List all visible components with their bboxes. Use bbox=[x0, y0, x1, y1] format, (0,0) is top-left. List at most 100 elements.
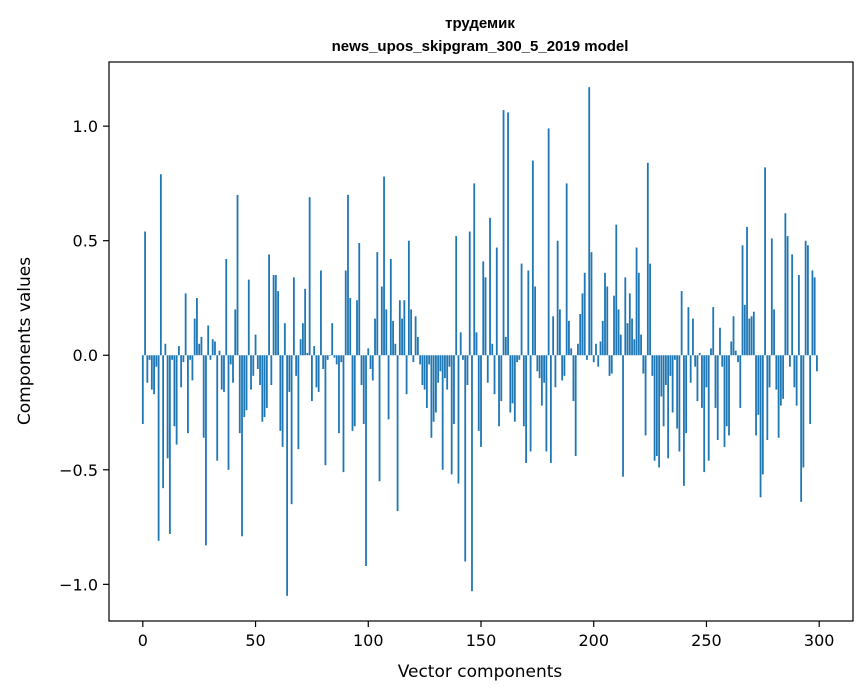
bar bbox=[606, 286, 609, 356]
bar bbox=[538, 355, 541, 379]
bar bbox=[495, 247, 498, 356]
bar bbox=[342, 355, 345, 473]
bar bbox=[410, 309, 413, 356]
bar bbox=[651, 355, 654, 376]
bar bbox=[466, 355, 469, 386]
bar bbox=[234, 309, 237, 356]
bar bbox=[423, 355, 426, 390]
bar bbox=[196, 297, 198, 356]
x-axis-label: Vector components bbox=[398, 662, 563, 682]
bar bbox=[365, 355, 367, 567]
x-tick-label: 150 bbox=[466, 631, 497, 650]
x-tick-label: 300 bbox=[804, 631, 835, 650]
bar bbox=[680, 291, 683, 356]
bar bbox=[563, 355, 566, 376]
bar bbox=[782, 355, 785, 399]
bar bbox=[491, 343, 494, 356]
bar bbox=[667, 355, 670, 459]
bar bbox=[311, 355, 313, 402]
bar bbox=[437, 355, 440, 383]
bar bbox=[396, 355, 399, 512]
bar bbox=[775, 355, 778, 390]
bar bbox=[191, 355, 194, 381]
bar bbox=[198, 343, 201, 356]
bar bbox=[518, 355, 521, 360]
bar bbox=[349, 297, 352, 356]
bar bbox=[383, 176, 385, 356]
bar bbox=[592, 355, 595, 363]
bar bbox=[617, 309, 620, 356]
bar bbox=[613, 295, 615, 356]
bar bbox=[791, 254, 794, 356]
bar bbox=[263, 355, 266, 418]
bar bbox=[211, 339, 214, 356]
bar bbox=[484, 277, 487, 356]
bar bbox=[374, 318, 376, 356]
bar bbox=[581, 293, 584, 356]
bar bbox=[705, 355, 708, 388]
bar bbox=[171, 355, 174, 360]
bar bbox=[486, 355, 489, 383]
bar bbox=[168, 355, 171, 534]
bar bbox=[444, 355, 446, 379]
bar bbox=[692, 318, 694, 356]
bar bbox=[734, 350, 737, 356]
bar bbox=[793, 355, 796, 388]
y-axis-label: Components values bbox=[15, 257, 35, 425]
bar bbox=[261, 355, 264, 422]
bar bbox=[725, 355, 728, 427]
bar bbox=[279, 355, 282, 431]
bar bbox=[721, 355, 724, 367]
bar bbox=[150, 355, 153, 390]
bar bbox=[180, 355, 183, 388]
bar bbox=[723, 355, 726, 447]
bar bbox=[315, 355, 318, 388]
x-tick-label: 250 bbox=[691, 631, 722, 650]
bar bbox=[595, 343, 597, 356]
bar bbox=[471, 355, 473, 592]
bar bbox=[369, 355, 372, 369]
bar bbox=[216, 355, 219, 461]
bar bbox=[502, 110, 505, 356]
bar bbox=[504, 336, 507, 356]
bar bbox=[516, 355, 518, 363]
bar bbox=[464, 355, 467, 562]
bar bbox=[441, 355, 444, 470]
bar bbox=[155, 355, 158, 367]
bar bbox=[545, 355, 548, 452]
bar bbox=[277, 291, 279, 356]
bar bbox=[356, 300, 358, 356]
bar bbox=[430, 355, 433, 438]
bar bbox=[547, 128, 550, 356]
bar bbox=[683, 355, 685, 486]
bar bbox=[428, 355, 431, 365]
bar bbox=[773, 309, 775, 356]
bar bbox=[577, 343, 579, 356]
bar bbox=[322, 355, 325, 369]
bar bbox=[676, 355, 679, 429]
bar bbox=[193, 318, 196, 356]
bar bbox=[694, 355, 697, 367]
bar bbox=[360, 355, 363, 386]
bar bbox=[590, 252, 593, 356]
bar bbox=[326, 355, 329, 360]
bar bbox=[601, 320, 604, 356]
y-tick-label: −0.5 bbox=[59, 461, 98, 480]
bar bbox=[597, 355, 600, 367]
bar bbox=[419, 355, 422, 365]
bar bbox=[635, 247, 638, 356]
bar bbox=[579, 314, 582, 356]
bar bbox=[559, 309, 561, 356]
bar bbox=[813, 277, 816, 356]
bar bbox=[759, 355, 762, 498]
bar bbox=[286, 355, 289, 596]
bar bbox=[462, 355, 464, 360]
bar bbox=[766, 355, 769, 441]
bar bbox=[407, 240, 410, 356]
bar bbox=[779, 355, 782, 406]
bar bbox=[202, 355, 205, 438]
bar bbox=[453, 355, 455, 424]
bar bbox=[265, 355, 268, 408]
bar bbox=[392, 320, 394, 356]
bar bbox=[565, 183, 568, 356]
